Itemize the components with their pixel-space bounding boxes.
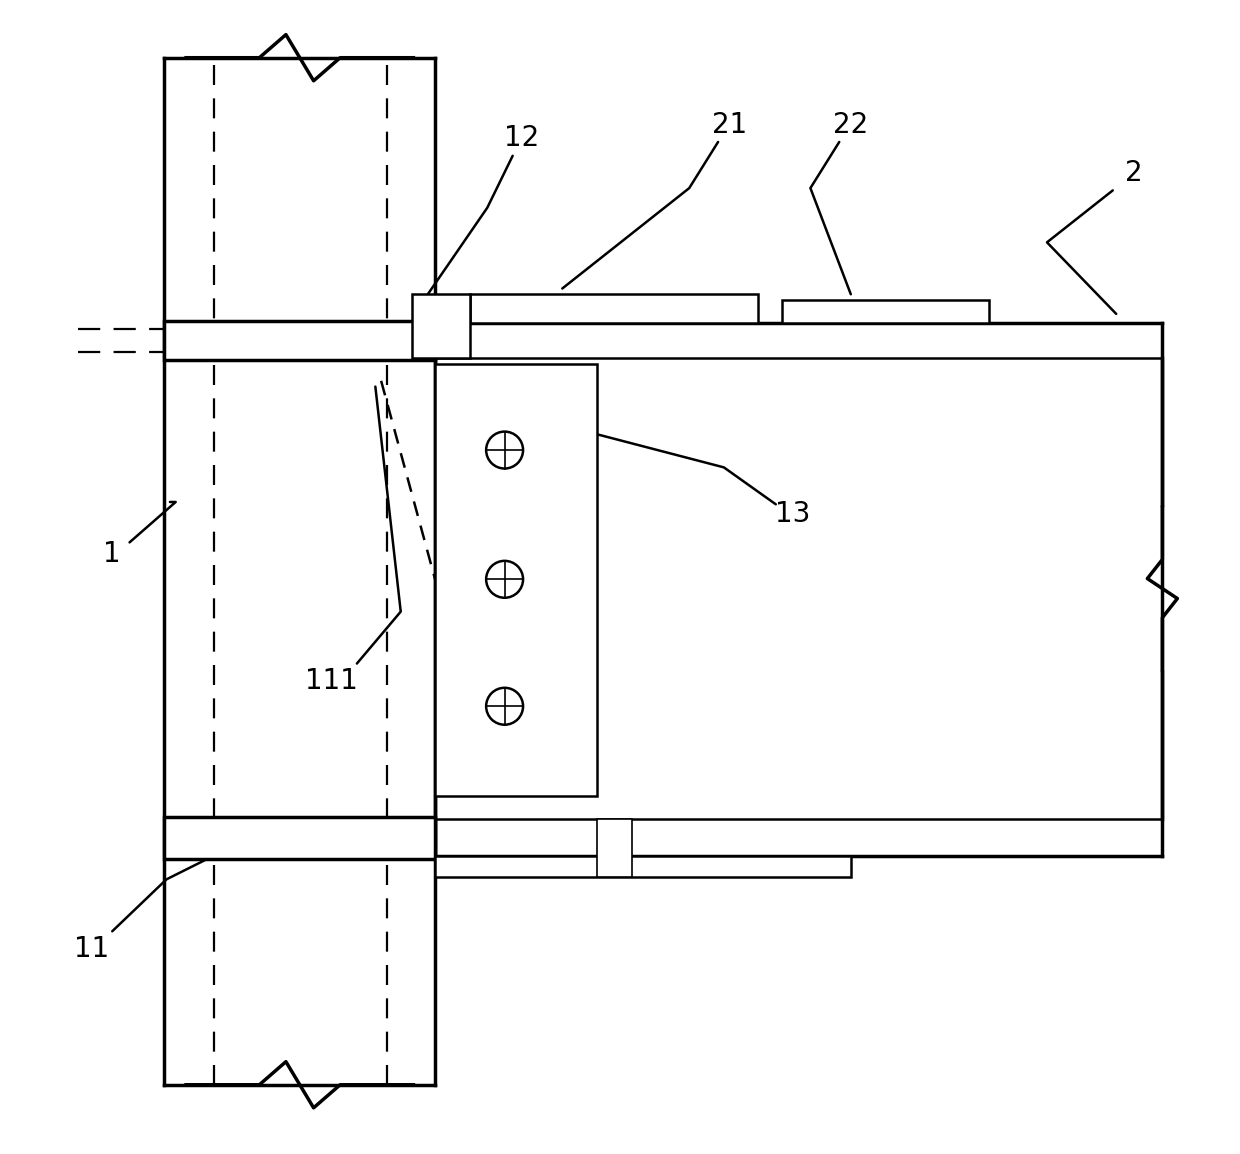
Text: 12: 12 [505,125,539,152]
Bar [164,817,435,859]
Text: 13: 13 [775,500,811,527]
Text: 2: 2 [1125,159,1142,187]
Text: 111: 111 [305,667,358,695]
Bar [435,364,596,796]
Bar [412,294,470,358]
Text: 22: 22 [833,111,868,138]
Text: 11: 11 [74,935,109,962]
Bar [164,321,435,360]
Bar [781,300,990,323]
Bar [470,294,759,323]
Text: 1: 1 [103,540,122,568]
Text: 21: 21 [712,111,748,138]
Bar [435,856,851,877]
Bar [596,819,631,877]
